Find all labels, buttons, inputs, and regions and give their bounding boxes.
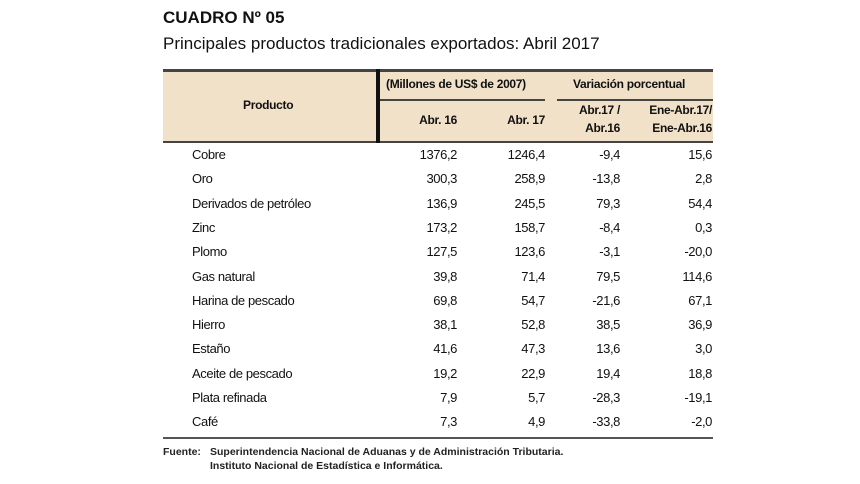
- abr17-value: 123,6: [514, 244, 545, 260]
- table-header: [163, 69, 713, 143]
- product-name: Estaño: [192, 341, 231, 357]
- product-name: Aceite de pescado: [192, 365, 293, 381]
- header-group-variacion: Variación porcentual: [573, 77, 686, 91]
- abr16-value: 136,9: [426, 195, 457, 211]
- var-ytd-value: 54,4: [688, 195, 712, 211]
- var-month-value: -33,8: [592, 414, 620, 430]
- var-ytd-value: 2,8: [695, 171, 712, 187]
- var-month-value: -21,6: [592, 292, 620, 308]
- abr17-value: 245,5: [514, 195, 545, 211]
- group1-underline: [380, 99, 545, 101]
- product-name: Plomo: [192, 244, 227, 260]
- product-name: Café: [192, 414, 218, 430]
- product-name: Cobre: [192, 147, 226, 162]
- abr16-value: 127,5: [426, 244, 457, 260]
- header-producto: Producto: [243, 98, 294, 112]
- abr17-value: 52,8: [521, 317, 545, 333]
- header-group-millones: (Millones de US$ de 2007): [386, 77, 526, 91]
- var-ytd-value: 36,9: [688, 317, 712, 333]
- table-number: CUADRO Nº 05: [163, 8, 285, 27]
- var-month-value: 19,4: [596, 365, 620, 381]
- abr16-value: 41,6: [433, 341, 457, 357]
- abr17-value: 158,7: [514, 219, 545, 235]
- var-month-value: 13,6: [596, 341, 620, 357]
- source-label: Fuente:: [163, 446, 201, 458]
- header-abr17: Abr. 17: [507, 113, 545, 127]
- product-name: Oro: [192, 171, 213, 187]
- abr17-value: 4,9: [528, 414, 545, 430]
- product-name: Plata refinada: [192, 390, 267, 405]
- var-ytd-value: -19,1: [684, 390, 712, 405]
- var-month-value: -9,4: [599, 147, 620, 162]
- header-var-month-l1: Abr.17 /: [579, 103, 620, 117]
- abr16-value: 7,9: [440, 390, 457, 405]
- var-ytd-value: -20,0: [684, 244, 712, 260]
- var-month-value: 79,5: [596, 268, 620, 284]
- var-ytd-value: 67,1: [688, 292, 712, 308]
- abr16-value: 39,8: [433, 268, 457, 284]
- source-line-1: Superintendencia Nacional de Aduanas y d…: [210, 446, 564, 458]
- abr16-value: 38,1: [433, 317, 457, 333]
- var-ytd-value: 18,8: [688, 365, 712, 381]
- group2-underline: [557, 99, 713, 101]
- header-divider: [376, 69, 380, 143]
- var-ytd-value: 114,6: [682, 268, 712, 284]
- header-var-month-l2: Abr.16: [585, 121, 620, 135]
- abr17-value: 71,4: [521, 268, 545, 284]
- abr17-value: 22,9: [521, 365, 545, 381]
- product-name: Harina de pescado: [192, 292, 295, 308]
- abr17-value: 54,7: [521, 292, 545, 308]
- product-name: Hierro: [192, 317, 225, 333]
- abr16-value: 173,2: [426, 219, 457, 235]
- abr17-value: 47,3: [521, 341, 545, 357]
- abr16-value: 69,8: [433, 292, 457, 308]
- abr17-value: 258,9: [514, 171, 545, 187]
- source-line-2: Instituto Nacional de Estadística e Info…: [210, 460, 443, 472]
- abr17-value: 1246,4: [507, 147, 546, 162]
- header-abr16: Abr. 16: [419, 113, 457, 127]
- var-month-value: 79,3: [596, 195, 620, 211]
- var-ytd-value: 0,3: [695, 219, 712, 235]
- var-month-value: 38,5: [596, 317, 620, 333]
- product-name: Zinc: [192, 219, 215, 235]
- var-ytd-value: 3,0: [695, 341, 712, 357]
- table-title: Principales productos tradicionales expo…: [163, 34, 600, 53]
- var-month-value: -3,1: [599, 244, 620, 260]
- var-month-value: -13,8: [592, 171, 620, 187]
- product-name: Derivados de petróleo: [192, 195, 311, 211]
- abr16-value: 7,3: [440, 414, 457, 430]
- var-month-value: -28,3: [592, 390, 620, 405]
- var-ytd-value: 15,6: [688, 147, 712, 162]
- var-month-value: -8,4: [599, 219, 620, 235]
- abr16-value: 19,2: [433, 365, 457, 381]
- abr16-value: 300,3: [426, 171, 457, 187]
- table-bottom-rule: [163, 437, 713, 439]
- abr17-value: 5,7: [528, 390, 545, 405]
- header-var-ytd-l1: Ene-Abr.17/: [649, 103, 712, 117]
- header-var-ytd-l2: Ene-Abr.16: [652, 121, 712, 135]
- abr16-value: 1376,2: [419, 147, 458, 162]
- product-name: Gas natural: [192, 268, 255, 284]
- var-ytd-value: -2,0: [691, 414, 712, 430]
